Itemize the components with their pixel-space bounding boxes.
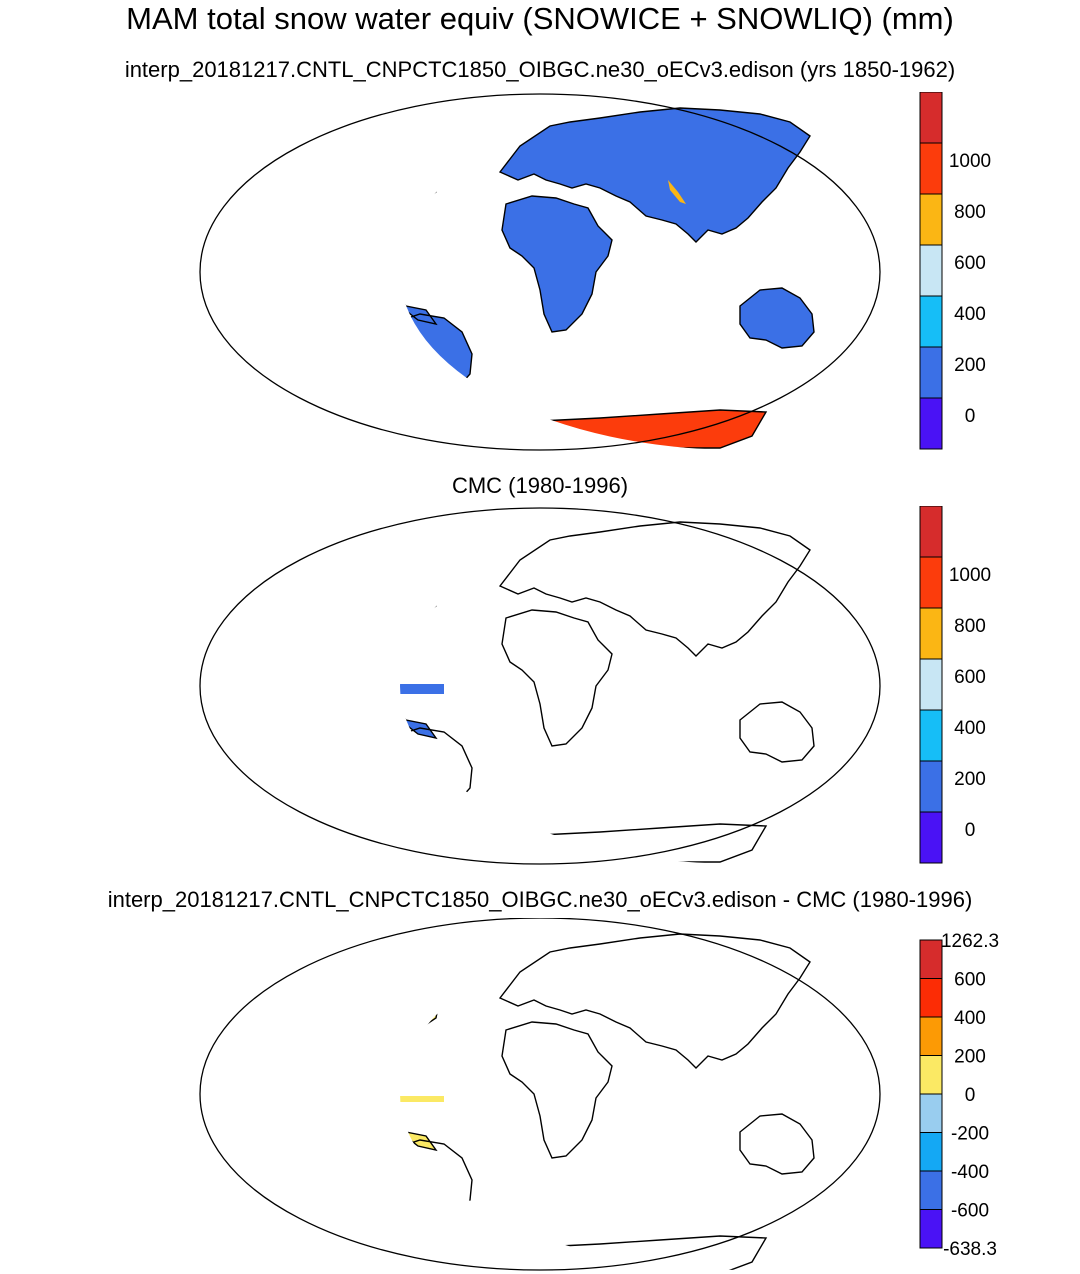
- panel-3-colorbar: -638.3 -600 -400 -200 0 200 400 600 1262.3: [919, 931, 999, 1260]
- colorbar-swatch: [919, 1016, 943, 1056]
- colorbar-swatch: [919, 506, 943, 558]
- panel-1-map-border: [199, 93, 881, 451]
- panel-2-landmass: [400, 509, 815, 863]
- colorbar-swatch: [919, 760, 943, 813]
- colorbar-swatch: [919, 397, 943, 450]
- panel-3-map-border: [199, 918, 881, 1271]
- colorbar-label: -600: [951, 1201, 989, 1222]
- colorbar-swatch: [919, 244, 943, 297]
- colorbar-swatch: [919, 1055, 943, 1095]
- colorbar-swatch: [919, 556, 943, 609]
- colorbar-swatch: [919, 295, 943, 348]
- colorbar-swatch: [919, 142, 943, 195]
- panel-3-title: interp_20181217.CNTL_CNPCTC1850_OIBGC.ne…: [107, 887, 973, 912]
- panel-2-colorbar: 0 200 400 600 800 1000: [919, 506, 991, 864]
- colorbar-label: 1000: [949, 565, 991, 586]
- panel-3-map: -638.3 -600 -400 -200 0 200 400 600 1262.3: [199, 918, 999, 1271]
- colorbar-label: 400: [954, 1008, 986, 1029]
- colorbar-label: 0: [965, 1085, 976, 1106]
- panel-3-landmass: [400, 921, 815, 1270]
- colorbar-label: 400: [954, 718, 986, 739]
- colorbar-label: 1000: [949, 151, 991, 172]
- panel-1-title: interp_20181217.CNTL_CNPCTC1850_OIBGC.ne…: [124, 57, 956, 82]
- colorbar-label: 1262.3: [941, 931, 999, 952]
- panel-1-map: 0 200 400 600 800 1000: [199, 92, 991, 451]
- colorbar-label: 800: [954, 616, 986, 637]
- colorbar-label: 600: [954, 970, 986, 991]
- colorbar-label: 200: [954, 769, 986, 790]
- colorbar-swatch: [919, 811, 943, 864]
- panel-2-map: 0 200 400 600 800 1000: [199, 506, 991, 865]
- colorbar-label: 800: [954, 202, 986, 223]
- panel-2-title: CMC (1980-1996): [451, 473, 629, 498]
- colorbar-swatch: [919, 92, 943, 144]
- colorbar-swatch: [919, 346, 943, 399]
- colorbar-label: -200: [951, 1124, 989, 1145]
- colorbar-swatch: [919, 1093, 943, 1133]
- colorbar-swatch: [919, 1132, 943, 1172]
- colorbar-swatch: [919, 939, 943, 979]
- colorbar-label: 200: [954, 1047, 986, 1068]
- colorbar-label: 200: [954, 355, 986, 376]
- colorbar-swatch: [919, 658, 943, 711]
- colorbar-swatch: [919, 709, 943, 762]
- figure-title: MAM total snow water equiv (SNOWICE + SN…: [126, 1, 954, 36]
- colorbar-label: 400: [954, 304, 986, 325]
- colorbar-swatch: [919, 607, 943, 660]
- colorbar-label: -400: [951, 1162, 989, 1183]
- panel-1-colorbar: 0 200 400 600 800 1000: [919, 92, 991, 450]
- panel-2-map-border: [199, 507, 881, 865]
- panel-1-landmass: [400, 95, 815, 449]
- colorbar-swatch: [919, 1170, 943, 1210]
- colorbar-swatch: [919, 978, 943, 1018]
- colorbar-label: 600: [954, 253, 986, 274]
- colorbar-swatch: [919, 1209, 943, 1249]
- colorbar-label: -638.3: [943, 1239, 997, 1260]
- colorbar-label: 0: [965, 406, 976, 427]
- colorbar-label: 600: [954, 667, 986, 688]
- colorbar-swatch: [919, 193, 943, 246]
- colorbar-label: 0: [965, 820, 976, 841]
